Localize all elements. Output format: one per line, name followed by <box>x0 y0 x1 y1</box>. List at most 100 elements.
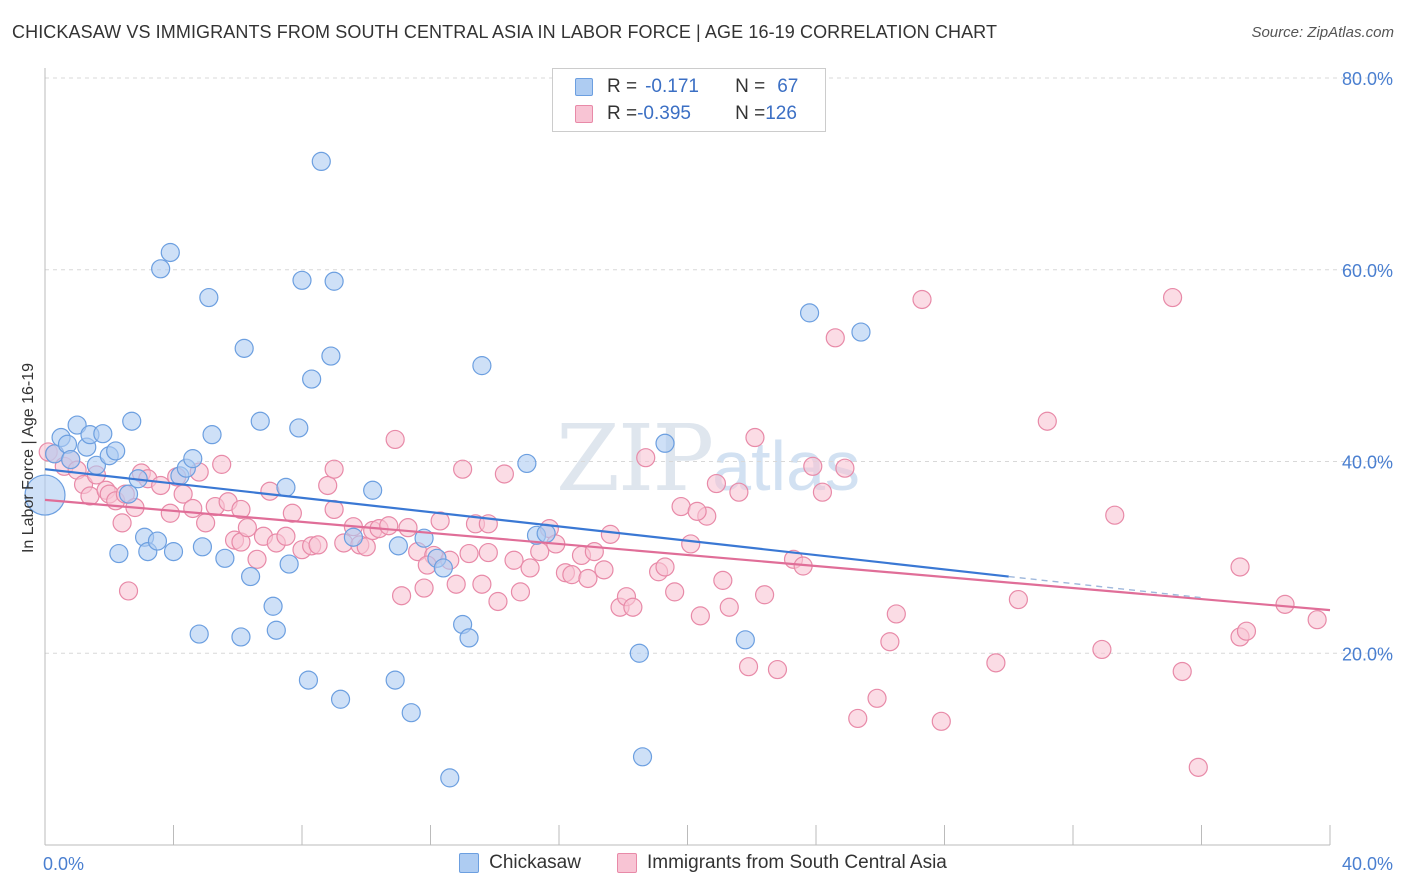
data-point-immigrants <box>1172 661 1192 682</box>
data-point-chickasaw <box>106 441 126 461</box>
data-point-immigrants <box>706 473 727 494</box>
data-point-immigrants <box>1307 610 1327 630</box>
data-point-immigrants <box>754 585 775 605</box>
data-point-immigrants <box>594 560 614 580</box>
data-point-immigrants <box>825 328 845 348</box>
legend-label-chickasaw: Chickasaw <box>489 852 581 873</box>
data-point-immigrants <box>1275 594 1295 614</box>
legend-swatch-immigrants <box>575 105 593 123</box>
legend-r-value: -0.171 <box>645 76 699 97</box>
data-point-chickasaw <box>122 411 142 431</box>
data-point-chickasaw <box>234 338 254 358</box>
data-point-immigrants <box>1230 557 1250 577</box>
trend-line-chickasaw-extension <box>1008 575 1202 599</box>
data-point-immigrants <box>600 524 621 544</box>
data-point-immigrants <box>478 542 498 563</box>
data-point-chickasaw <box>160 242 180 263</box>
data-point-chickasaw <box>109 543 129 564</box>
data-point-chickasaw <box>433 558 453 578</box>
data-point-immigrants <box>1236 621 1257 641</box>
data-point-immigrants <box>391 586 412 606</box>
chart-title: CHICKASAW VS IMMIGRANTS FROM SOUTH CENTR… <box>12 22 998 42</box>
data-point-chickasaw <box>385 670 405 690</box>
data-point-immigrants <box>488 591 508 612</box>
legend-label-immigrants: Immigrants from South Central Asia <box>646 852 947 873</box>
data-point-immigrants <box>1092 639 1112 660</box>
data-point-chickasaw <box>266 620 286 640</box>
data-point-immigrants <box>160 503 180 523</box>
trend-line-chickasaw <box>44 468 1009 578</box>
data-point-chickasaw <box>735 630 755 650</box>
data-point-immigrants <box>655 557 675 577</box>
data-point-immigrants <box>886 604 906 624</box>
legend-r-value: -0.395 <box>637 103 691 124</box>
data-point-chickasaw <box>199 287 219 308</box>
data-point-chickasaw <box>61 449 81 470</box>
legend-n-value: 126 <box>765 103 797 124</box>
data-point-immigrants <box>729 482 749 502</box>
data-point-immigrants <box>713 570 733 590</box>
data-point-chickasaw <box>24 474 66 516</box>
data-point-immigrants <box>931 711 951 731</box>
stats-legend: R = -0.171 N = 67 R = -0.395 N = 126 <box>552 68 826 132</box>
data-point-chickasaw <box>192 537 213 557</box>
data-point-chickasaw <box>67 415 87 435</box>
data-point-immigrants <box>835 458 855 478</box>
data-point-immigrants <box>379 516 399 536</box>
legend-swatch-chickasaw <box>459 853 480 873</box>
data-point-immigrants <box>520 558 540 578</box>
legend-n-value: 67 <box>777 76 799 97</box>
data-point-immigrants <box>848 708 868 729</box>
data-point-chickasaw <box>311 151 331 172</box>
data-point-chickasaw <box>147 531 168 551</box>
data-point-immigrants <box>118 581 139 601</box>
data-point-chickasaw <box>279 554 299 574</box>
grid-lines <box>45 77 1392 654</box>
data-point-immigrants <box>398 518 418 538</box>
data-point-immigrants <box>385 429 405 450</box>
legend-swatch-immigrants <box>616 853 637 873</box>
data-point-immigrants <box>623 597 643 617</box>
source-label: Source: ZipAtlas.com <box>1251 24 1394 41</box>
trend-lines <box>44 468 1331 612</box>
data-point-immigrants <box>1162 287 1183 308</box>
data-point-immigrants <box>430 511 450 531</box>
data-point-immigrants <box>530 542 550 562</box>
y-tick-label: 20.0% <box>1342 644 1393 664</box>
data-point-chickasaw <box>440 768 460 788</box>
data-point-chickasaw <box>330 689 351 709</box>
legend-row-immigrants: R = -0.395 N = 126 <box>575 102 797 126</box>
data-point-immigrants <box>276 526 296 546</box>
data-point-immigrants <box>183 498 203 519</box>
data-point-immigrants <box>636 448 656 468</box>
data-point-immigrants <box>880 632 900 652</box>
data-point-chickasaw <box>189 624 209 644</box>
legend-r-label: R = <box>607 76 638 97</box>
data-point-chickasaw <box>388 536 408 556</box>
data-point-chickasaw <box>324 271 344 291</box>
data-point-chickasaw <box>632 747 653 767</box>
data-point-immigrants <box>986 653 1006 673</box>
data-point-chickasaw <box>321 346 341 366</box>
data-point-chickasaw <box>472 356 492 376</box>
data-point-immigrants <box>453 459 473 479</box>
data-point-immigrants <box>212 454 232 474</box>
data-point-immigrants <box>738 657 759 677</box>
series-legend: Chickasaw Immigrants from South Central … <box>0 852 1406 874</box>
data-point-immigrants <box>803 456 823 476</box>
data-point-immigrants <box>867 688 887 708</box>
data-point-chickasaw <box>629 643 649 663</box>
data-point-immigrants <box>1037 411 1057 431</box>
data-point-immigrants <box>414 578 434 598</box>
data-point-chickasaw <box>298 670 319 690</box>
data-point-chickasaw <box>183 449 203 469</box>
data-point-immigrants <box>767 659 788 680</box>
data-point-immigrants <box>494 464 514 484</box>
data-point-chickasaw <box>851 322 871 342</box>
data-point-chickasaw <box>151 259 171 279</box>
data-point-chickasaw <box>401 703 421 723</box>
data-point-immigrants <box>231 499 251 520</box>
data-point-immigrants <box>912 289 932 310</box>
data-point-immigrants <box>1105 505 1125 525</box>
